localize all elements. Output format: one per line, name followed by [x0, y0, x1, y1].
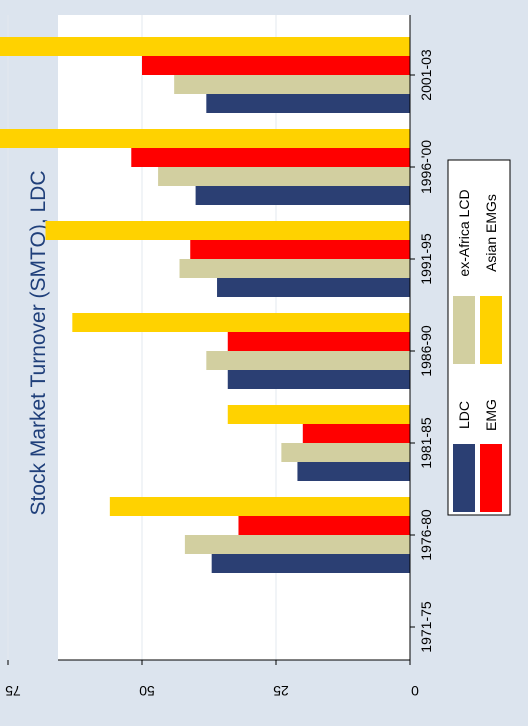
category-label: 1976-80 [418, 509, 434, 561]
category-label: 1996-'00 [418, 140, 434, 194]
bar [227, 405, 410, 424]
bar [0, 129, 411, 148]
bar [72, 313, 410, 332]
legend-swatch [480, 444, 502, 512]
category-label: 1981-85 [418, 417, 434, 469]
bar [158, 167, 410, 186]
bar [227, 370, 410, 389]
bar [281, 443, 410, 462]
bar [217, 278, 410, 297]
category-label: 1971-75 [418, 601, 434, 653]
bar [179, 259, 410, 278]
value-tick-label: 75 [5, 683, 21, 699]
legend-label: LDC [456, 401, 472, 429]
value-tick-label: 25 [273, 683, 289, 699]
legend-label: EMG [483, 399, 499, 431]
legend: LDC EMG ex-Africa LCD Asian EMGs [447, 159, 511, 516]
category-axis-ticks: 1971-75 1976-80 1981-85 1986-90 1991-95 1996-… [410, 49, 434, 653]
bars [0, 37, 411, 573]
value-tick-label: 0 [411, 683, 419, 699]
legend-swatch [453, 444, 475, 512]
value-tick-label: 50 [139, 683, 155, 699]
bar [195, 186, 410, 205]
category-label: 1986-90 [418, 325, 434, 377]
bar [206, 351, 410, 370]
bar [227, 332, 410, 351]
value-axis-ticks: 0255075100125 [5, 660, 419, 699]
bar [302, 424, 410, 443]
bar [142, 56, 410, 75]
bar [190, 240, 410, 259]
bar [174, 75, 410, 94]
bar [297, 462, 410, 481]
bar [206, 94, 410, 113]
legend-label: ex-Africa LCD [456, 189, 472, 276]
bar [0, 37, 410, 56]
category-label: 2001-03 [418, 49, 434, 101]
bar [45, 221, 411, 240]
bar [109, 497, 410, 516]
bar [238, 516, 410, 535]
category-label: 1991-95 [418, 233, 434, 285]
bar [131, 148, 410, 167]
legend-swatch [480, 296, 502, 364]
legend-label: Asian EMGs [483, 194, 499, 272]
legend-swatch [453, 296, 475, 364]
bar [211, 554, 410, 573]
bar [184, 535, 410, 554]
chart-title: Stock Market Turnover (SMTO), LDC [27, 170, 50, 515]
